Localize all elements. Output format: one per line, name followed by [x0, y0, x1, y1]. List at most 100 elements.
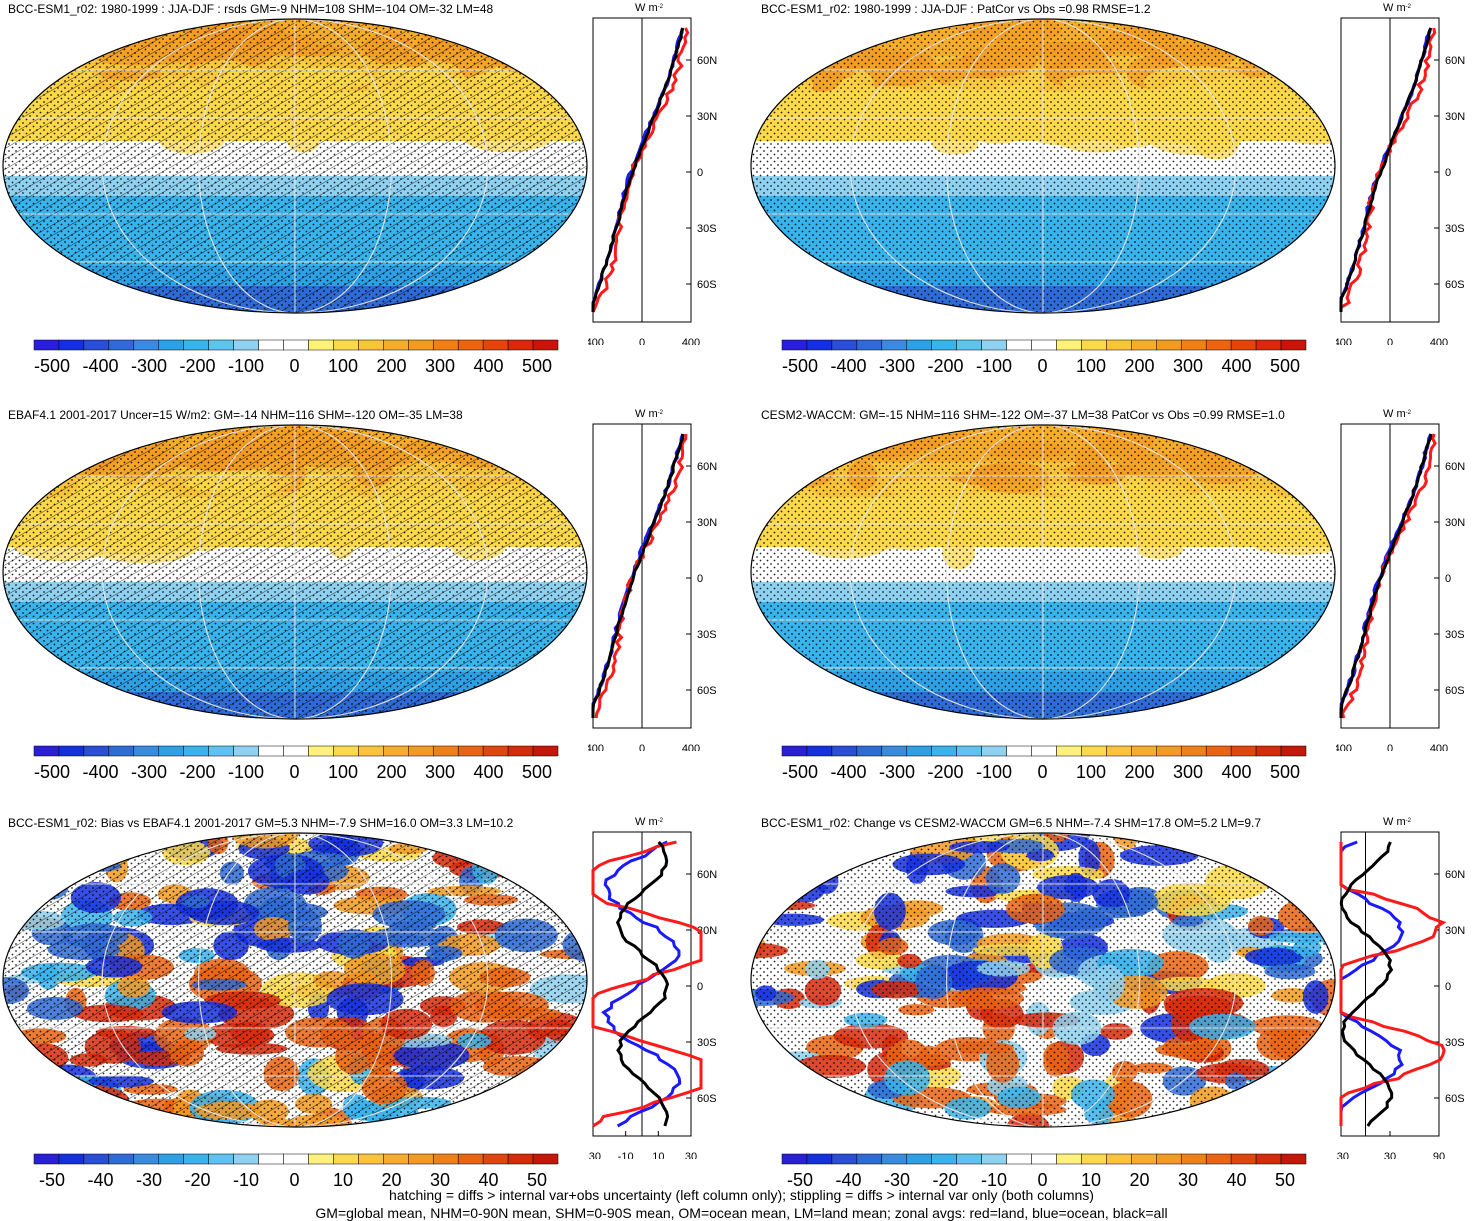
colorbar-swatch: [258, 339, 284, 351]
colorbar-swatch: [258, 1153, 284, 1165]
colorbar-label: -10: [233, 1170, 259, 1190]
lat-tick-label: 30N: [1445, 111, 1465, 123]
colorbar-label: 100: [328, 762, 358, 782]
colorbar: -500 -400 -300 -200 -100 0 100 200 300 400 500: [781, 339, 1307, 376]
zonal-x-tick-label: 10: [652, 1151, 664, 1159]
zonal-line-land: [1340, 433, 1437, 719]
colorbar-label: 0: [1037, 356, 1047, 376]
colorbar-label: -100: [976, 356, 1012, 376]
colorbar-swatch: [383, 339, 409, 351]
colorbar-swatch: [83, 745, 110, 757]
map-field: [3, 19, 587, 313]
colorbar-swatch: [482, 339, 509, 351]
zonal-x-tick-label: 90: [1433, 1151, 1445, 1159]
zonal-x-tick-label: -400: [1336, 743, 1352, 751]
lat-tick-label: 0: [697, 167, 703, 179]
colorbar-swatch: [831, 1153, 858, 1165]
colorbar-swatch: [333, 745, 359, 757]
colorbar-swatch: [806, 1153, 833, 1165]
colorbar-swatch: [1255, 745, 1282, 757]
lat-tick-label: 30N: [1445, 517, 1465, 529]
colorbar-swatch: [482, 1153, 509, 1165]
colorbar-swatch: [1255, 339, 1282, 351]
map-plot: [2, 832, 588, 1128]
colorbar-swatch: [1106, 339, 1132, 351]
zonal-unit: W m-2: [635, 408, 664, 420]
colorbar-label: -400: [830, 356, 866, 376]
colorbar-label: -30: [884, 1170, 910, 1190]
lat-tick-label: 60N: [1445, 461, 1465, 473]
zonal-x-tick-label: -10: [618, 1151, 634, 1159]
zonal-unit: W m-2: [1383, 816, 1412, 828]
lat-tick-label: 0: [1445, 981, 1451, 993]
colorbar-swatch: [781, 745, 808, 757]
colorbar-swatch: [831, 339, 858, 351]
colorbar-swatch: [408, 339, 434, 351]
lat-tick-label: 30S: [697, 629, 717, 641]
zonal-unit: W m-2: [635, 2, 664, 14]
colorbar-swatch: [457, 745, 484, 757]
colorbar-swatch: [158, 339, 184, 351]
colorbar-label: 400: [473, 762, 503, 782]
zonal-line-land: [594, 433, 688, 719]
colorbar-swatch: [183, 339, 209, 351]
colorbar-label: -200: [927, 762, 963, 782]
colorbar: -500 -400 -300 -200 -100 0 100 200 300 400 500: [33, 339, 559, 376]
zonal-x-tick-label: -400: [588, 337, 604, 345]
panel-title: BCC-ESM1_r02: Change vs CESM2-WACCM GM=6…: [761, 816, 1262, 830]
colorbar-swatch: [532, 745, 559, 757]
zonal-line-ocean: [601, 840, 682, 1128]
colorbar-label: -200: [927, 356, 963, 376]
colorbar-swatch: [956, 745, 982, 757]
lat-tick-label: 0: [697, 981, 703, 993]
lat-tick-label: 60N: [1445, 55, 1465, 67]
colorbar-swatch: [856, 1153, 883, 1165]
colorbar-label: -30: [136, 1170, 162, 1190]
colorbar-label: -300: [879, 356, 915, 376]
zonal-x-tick-label: 400: [1430, 743, 1448, 751]
colorbar-swatch: [1255, 1153, 1282, 1165]
colorbar-label: -100: [976, 762, 1012, 782]
colorbar-swatch: [1180, 339, 1207, 351]
panel-5: BCC-ESM1_r02: Bias vs EBAF4.1 2001-2017 …: [0, 814, 735, 1190]
panel-title: BCC-ESM1_r02: 1980-1999 : JJA-DJF : rsds…: [8, 2, 494, 16]
panel-title: EBAF4.1 2001-2017 Uncer=15 W/m2: GM=-14 …: [8, 408, 463, 422]
panel-4: CESM2-WACCM: GM=-15 NHM=116 SHM=-122 OM=…: [748, 406, 1483, 782]
colorbar-swatch: [1081, 745, 1107, 757]
colorbar-swatch: [358, 745, 384, 757]
lat-tick-label: 0: [1445, 573, 1451, 585]
colorbar-label: 500: [1270, 762, 1300, 782]
colorbar-swatch: [906, 1153, 932, 1165]
lat-tick-label: 60N: [697, 869, 717, 881]
colorbar-label: 200: [376, 762, 406, 782]
colorbar-swatch: [457, 1153, 484, 1165]
colorbar-label: 40: [1226, 1170, 1246, 1190]
colorbar-swatch: [1180, 745, 1207, 757]
lat-tick-label: 30S: [1445, 629, 1465, 641]
map-outline: [2, 424, 588, 720]
colorbar-swatch: [183, 1153, 209, 1165]
colorbar-swatch: [308, 745, 334, 757]
colorbar-swatch: [856, 745, 883, 757]
colorbar-swatch: [83, 1153, 110, 1165]
colorbar-swatch: [856, 339, 883, 351]
map-plot: [750, 18, 1336, 314]
colorbar-label: 500: [522, 762, 552, 782]
colorbar-swatch: [333, 1153, 359, 1165]
colorbar-swatch: [408, 745, 434, 757]
colorbar-label: -50: [39, 1170, 65, 1190]
colorbar-swatch: [333, 339, 359, 351]
colorbar-label: -200: [179, 356, 215, 376]
colorbar-swatch: [432, 745, 459, 757]
colorbar-swatch: [432, 1153, 459, 1165]
colorbar-label: -400: [82, 762, 118, 782]
colorbar-swatch: [233, 745, 259, 757]
map-field: [751, 19, 1335, 313]
lat-tick-label: 60S: [697, 1093, 717, 1105]
colorbar-swatch: [1156, 1153, 1182, 1165]
colorbar-label: 10: [1081, 1170, 1101, 1190]
colorbar-label: 100: [328, 356, 358, 376]
lat-tick-label: 30N: [697, 517, 717, 529]
colorbar-swatch: [1056, 1153, 1082, 1165]
